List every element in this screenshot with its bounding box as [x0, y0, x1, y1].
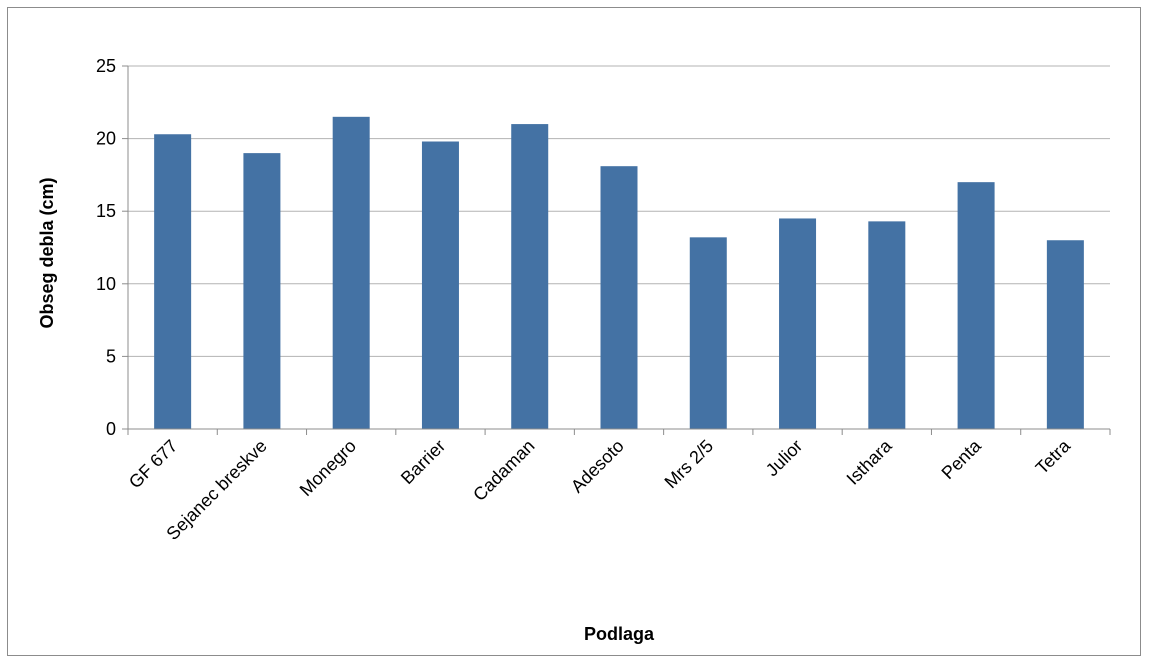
x-tick-label: Barrier	[397, 436, 449, 488]
x-axis-title: Podlaga	[584, 624, 655, 644]
bar	[689, 237, 727, 429]
bar	[421, 141, 459, 429]
bar	[868, 221, 906, 429]
y-tick-label: 5	[106, 346, 116, 366]
chart-frame: 0 5 10 15 20 25 GF 677 Sejanec breskve Monegro B…	[7, 7, 1141, 656]
y-tick-label: 0	[106, 419, 116, 439]
y-tick-label: 10	[96, 274, 116, 294]
bar	[511, 124, 549, 429]
bar	[243, 153, 281, 429]
x-tick-label: Mrs 2/5	[661, 436, 718, 493]
x-tick-label: Cadaman	[469, 436, 538, 505]
y-tick-label: 25	[96, 56, 116, 76]
y-tick-labels: 0 5 10 15 20 25	[96, 56, 116, 439]
x-tick-label: Isthara	[843, 435, 897, 489]
y-axis-title: Obseg debla (cm)	[37, 177, 57, 328]
bar	[779, 218, 817, 429]
bar	[332, 116, 370, 429]
bar	[1046, 240, 1084, 429]
x-tick-label: Adesoto	[567, 436, 628, 497]
bar	[957, 182, 995, 429]
bars	[154, 116, 1084, 430]
x-tick-label: GF 677	[125, 436, 182, 493]
x-tick-label: Julior	[762, 436, 807, 481]
bar	[154, 134, 192, 429]
axes	[127, 66, 1111, 435]
y-tick-label: 20	[96, 129, 116, 149]
x-tick-label: Penta	[938, 435, 986, 483]
bar	[600, 166, 638, 430]
x-tick-label: Monegro	[296, 436, 360, 500]
y-tick-label: 15	[96, 201, 116, 221]
x-tick-label: Tetra	[1032, 435, 1075, 478]
